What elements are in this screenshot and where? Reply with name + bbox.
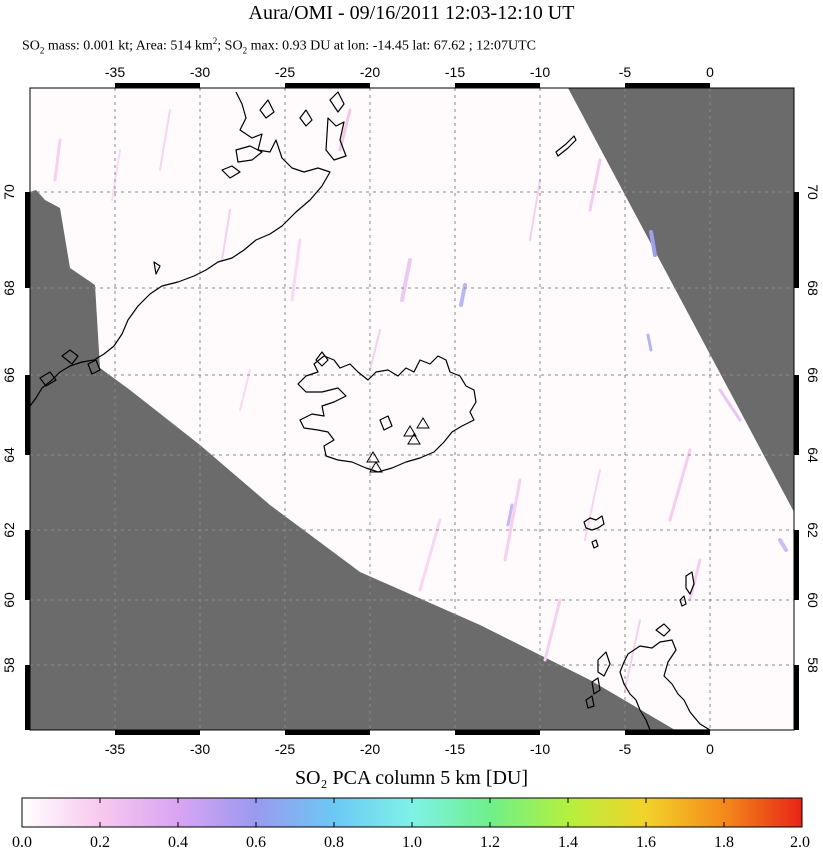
scotland-coast xyxy=(619,639,711,730)
colorbar-label: 1.6 xyxy=(636,834,656,851)
lon-label: -25 xyxy=(275,64,295,80)
colorbar-label: 1.2 xyxy=(480,834,500,851)
lat-label: 64 xyxy=(805,447,821,463)
lat-label: 60 xyxy=(1,592,17,608)
subtitle-superscript: 2 xyxy=(212,36,218,46)
colorbar-label: 0.6 xyxy=(246,834,266,851)
colorbar-label: 1.8 xyxy=(714,834,734,851)
lon-label: -5 xyxy=(619,64,632,80)
lat-label: 70 xyxy=(805,184,821,200)
lat-label: 60 xyxy=(805,592,821,608)
map-plot-area xyxy=(30,88,794,730)
lon-label: -20 xyxy=(360,64,380,80)
subtitle-part: ; SO xyxy=(217,38,243,54)
lon-labels-bottom: -35 -30 -25 -20 -15 -10 -5 0 xyxy=(105,741,714,757)
lat-label: 64 xyxy=(1,447,17,463)
volcano-triangle-icon xyxy=(366,451,380,463)
lon-label: -5 xyxy=(619,741,632,757)
lon-label: -35 xyxy=(105,741,125,757)
subtitle-part: SO xyxy=(22,38,40,54)
lon-label: -15 xyxy=(445,741,465,757)
omi-swath xyxy=(30,88,794,730)
shetland xyxy=(685,571,695,595)
jan-mayen xyxy=(555,135,577,157)
lat-label: 62 xyxy=(1,522,17,538)
map-frame xyxy=(25,83,799,735)
lat-label: 68 xyxy=(1,280,17,296)
volcano-markers xyxy=(366,417,430,473)
hebrides xyxy=(597,651,611,677)
so2-streaks xyxy=(53,108,788,691)
chart-title: Aura/OMI - 09/16/2011 12:03-12:10 UT xyxy=(248,2,575,24)
lon-label: -25 xyxy=(275,741,295,757)
subtitle-subscript: 2 xyxy=(39,45,45,56)
volcano-triangle-icon xyxy=(416,417,430,429)
lon-label: 0 xyxy=(706,64,714,80)
lat-label: 68 xyxy=(805,280,821,296)
colorbar-label: 0.8 xyxy=(324,834,344,851)
lon-label: 0 xyxy=(706,741,714,757)
colorbar-ticks xyxy=(99,798,725,827)
volcano-triangle-icon xyxy=(407,433,421,445)
lat-labels-left: 70 68 66 64 62 60 58 xyxy=(1,184,17,673)
lon-label: -35 xyxy=(105,64,125,80)
lat-labels-right: 70 68 66 64 62 60 58 xyxy=(805,184,821,673)
colorbar-label: 2.0 xyxy=(790,834,810,851)
lat-label: 66 xyxy=(805,367,821,383)
colorbar-label: 1.4 xyxy=(558,834,578,851)
lon-label: -20 xyxy=(360,741,380,757)
iceland-coast xyxy=(297,355,477,473)
volcano-triangle-icon xyxy=(369,461,383,473)
lon-label: -30 xyxy=(190,64,210,80)
colorbar-label: 0.0 xyxy=(12,834,32,851)
lon-labels-top: -35 -30 -25 -20 -15 -10 -5 0 xyxy=(105,64,714,80)
colorbar-title: SO₂ PCA column 5 km [DU] xyxy=(294,767,529,789)
subtitle-subscript: 2 xyxy=(242,45,248,56)
graticule xyxy=(30,88,794,730)
faroe-islands xyxy=(583,515,605,531)
volcano-triangle-icon xyxy=(403,425,417,437)
colorbar-label: 0.4 xyxy=(168,834,188,851)
coastlines xyxy=(30,91,711,730)
lon-label: -15 xyxy=(445,64,465,80)
lat-label: 66 xyxy=(1,367,17,383)
lat-label: 58 xyxy=(805,657,821,673)
lon-label: -10 xyxy=(530,64,550,80)
subtitle-part: max: 0.93 DU at lon: -14.45 lat: 67.62 ;… xyxy=(247,38,537,54)
greenland-coast xyxy=(30,91,331,407)
so2-summary-line: SO2 mass: 0.001 kt; Area: 514 km2; SO2 m… xyxy=(22,36,536,55)
colorbar-label: 1.0 xyxy=(402,834,422,851)
lon-label: -30 xyxy=(190,741,210,757)
lat-label: 62 xyxy=(805,522,821,538)
lat-label: 58 xyxy=(1,657,17,673)
colorbar-label: 0.2 xyxy=(90,834,110,851)
lat-label: 70 xyxy=(1,184,17,200)
lon-label: -10 xyxy=(530,741,550,757)
subtitle-part: mass: 0.001 kt; Area: 514 km xyxy=(44,38,213,54)
